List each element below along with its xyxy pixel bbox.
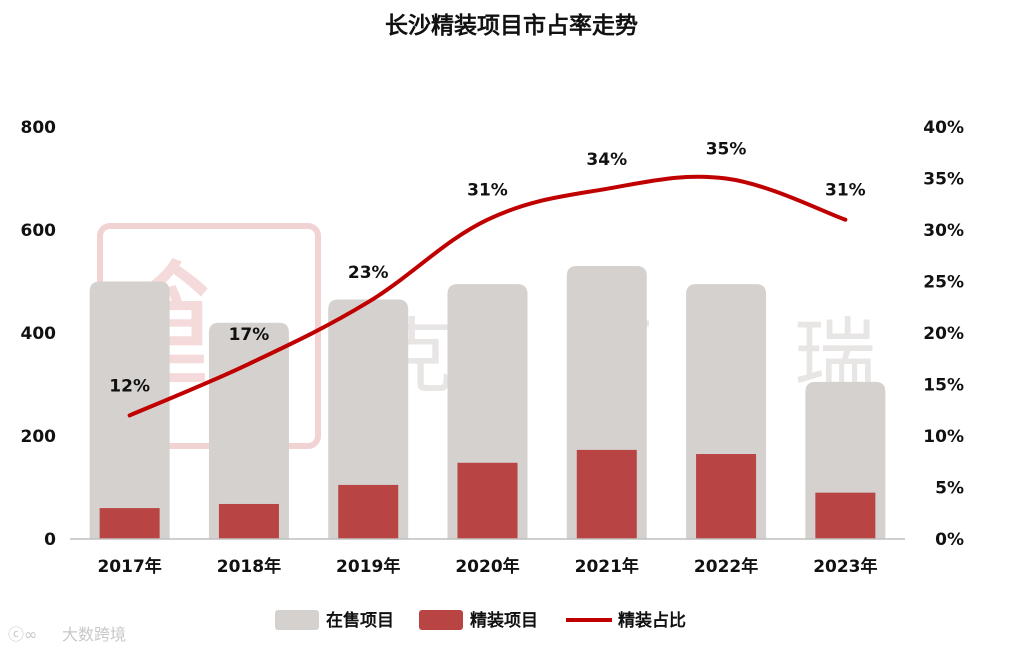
y-right-tick-8: 40% (923, 118, 964, 138)
y-right-tick-1: 5% (935, 479, 964, 499)
bar-fine-5 (696, 454, 757, 539)
x-tick-5: 2022年 (694, 556, 758, 577)
y-left-tick-3: 600 (21, 221, 57, 241)
bar-fine-0 (99, 508, 160, 539)
y-left-tick-2: 400 (21, 324, 57, 344)
y-right-tick-6: 30% (923, 221, 964, 241)
y-right-tick-0: 0% (935, 530, 964, 550)
y-right-tick-5: 25% (923, 273, 964, 293)
footer-logo-icon: ⓒ∞ (8, 625, 37, 644)
x-axis: 2017年 2018年 2019年 2020年 2021年 2022年 2023年 (97, 556, 877, 577)
share-label-0: 12% (109, 376, 150, 396)
bar-fine-1 (218, 503, 279, 539)
footer-text: 大数跨境 (62, 625, 126, 644)
bar-total-0 (89, 281, 170, 539)
legend-label-total: 在售项目 (326, 610, 394, 631)
x-tick-2: 2019年 (336, 556, 400, 577)
share-label-1: 17% (229, 325, 270, 345)
share-label-3: 31% (467, 181, 508, 201)
y-right-tick-7: 35% (923, 170, 964, 190)
legend-swatch-fine (419, 610, 463, 630)
bar-fine-4 (576, 449, 637, 539)
y-left-tick-4: 800 (21, 118, 57, 138)
y-right-tick-4: 20% (923, 324, 964, 344)
bar-total-2 (328, 299, 409, 539)
x-tick-6: 2023年 (813, 556, 877, 577)
bar-fine-2 (338, 484, 399, 539)
bar-fine-3 (457, 462, 518, 539)
series-share-line (127, 174, 848, 418)
legend-label-share: 精装占比 (618, 610, 686, 631)
x-tick-0: 2017年 (97, 556, 161, 577)
legend-swatch-total (275, 610, 319, 630)
footer-brand: ⓒ∞ 大数跨境 (8, 625, 126, 644)
y-axis-left: 0 200 400 600 800 (21, 118, 57, 550)
share-label-4: 34% (586, 150, 627, 170)
chart-title: 长沙精装项目市占率走势 (385, 13, 638, 39)
y-axis-right: 0% 5% 10% 15% 20% 25% 30% 35% 40% (923, 118, 964, 550)
share-label-5: 35% (706, 140, 747, 160)
x-tick-1: 2018年 (217, 556, 281, 577)
x-tick-3: 2020年 (455, 556, 519, 577)
bar-fine-6 (815, 492, 876, 539)
x-tick-4: 2021年 (575, 556, 639, 577)
y-right-tick-3: 15% (923, 376, 964, 396)
series-share-labels: 12% 17% 23% 31% 34% 35% 31% (109, 140, 865, 397)
series-fine-bars (99, 449, 876, 539)
y-left-tick-1: 200 (21, 427, 57, 447)
legend: 在售项目 精装项目 精装占比 (275, 610, 686, 631)
y-left-tick-0: 0 (44, 530, 56, 550)
share-label-2: 23% (348, 263, 389, 283)
bar-total-1 (208, 322, 289, 539)
share-label-6: 31% (825, 181, 866, 201)
y-right-tick-2: 10% (923, 427, 964, 447)
legend-label-fine: 精装项目 (470, 610, 538, 631)
